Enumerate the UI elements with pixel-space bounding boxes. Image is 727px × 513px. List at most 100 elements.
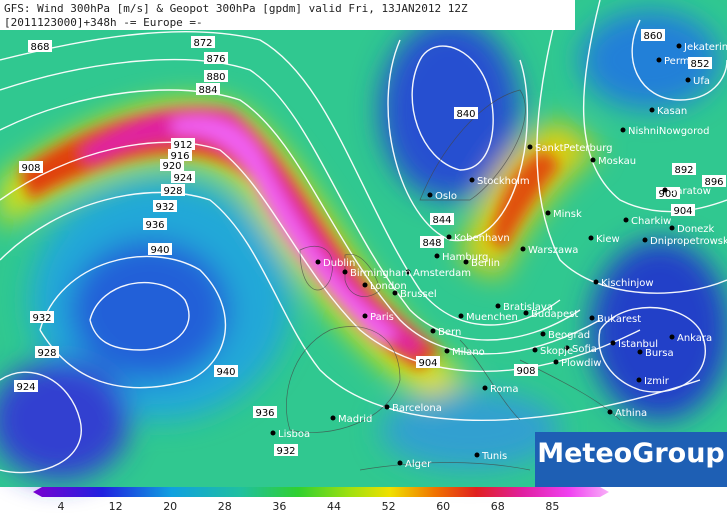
city-dot	[607, 409, 613, 415]
contour-label-box	[672, 163, 696, 175]
colorbar-tick-label: 52	[382, 500, 396, 513]
city-dot	[669, 225, 675, 231]
city-label: Bukarest	[597, 314, 641, 325]
city-label: Lisboa	[278, 429, 310, 440]
city-dot	[362, 313, 368, 319]
city-dot	[590, 157, 596, 163]
contour-label: 940	[150, 245, 169, 256]
city-dot	[384, 404, 390, 410]
city-label: NishniNowgorod	[628, 126, 710, 137]
logo: MeteoGroup	[535, 432, 727, 487]
city-label: Ufa	[693, 76, 710, 87]
header-run: [2011123000]+348h -= Europe =-	[4, 16, 203, 29]
city-label: Plowdiw	[561, 358, 601, 369]
city-label: Kischinjow	[601, 278, 654, 289]
city-label: Oslo	[435, 191, 457, 202]
contour-label: 900	[658, 189, 677, 200]
city-dot	[623, 217, 629, 223]
colorbar-tick-label: 20	[163, 500, 177, 513]
contour-label: 908	[516, 366, 535, 377]
contour-label-box	[19, 161, 43, 173]
city-label: Izmir	[644, 376, 670, 387]
header: GFS: Wind 300hPa [m/s] & Geopot 300hPa […	[0, 0, 575, 30]
city-label: Bern	[438, 327, 461, 338]
city-label: Brussel	[400, 289, 437, 300]
contour-label: 924	[16, 382, 35, 393]
city-dot	[564, 345, 570, 351]
city-dot	[636, 377, 642, 383]
contour-label: 932	[155, 202, 174, 213]
cities: Oslo Stockholm SanktPeterburg Moskau Kasan Ni…	[270, 42, 727, 470]
city-label: Dnipropetrowsk	[650, 236, 727, 247]
contour-label-box	[168, 149, 192, 161]
contour-label: 928	[37, 348, 56, 359]
contour-label: 920	[162, 161, 181, 172]
contour-label-box	[430, 213, 454, 225]
city-dot	[676, 43, 682, 49]
contour-label-box	[416, 356, 440, 368]
contour-label: 936	[255, 408, 274, 419]
city-label: Alger	[405, 459, 432, 470]
contour-label: 912	[173, 140, 192, 151]
city-dot	[405, 269, 411, 275]
contour-label: 848	[422, 238, 441, 249]
colorbar: 4 12 20 28 36 44 52 60 68 85	[33, 487, 609, 513]
contour-label-box	[35, 346, 59, 358]
city-label: Ankara	[677, 333, 712, 344]
colorbar-tick-label: 4	[58, 500, 65, 513]
city-dot	[545, 210, 551, 216]
city-dot	[527, 144, 533, 150]
city-label: Amsterdam	[413, 268, 471, 279]
city-dot	[637, 349, 643, 355]
city-dot	[482, 385, 488, 391]
city-label: Jekaterinburg	[683, 42, 727, 53]
contour-label-box	[671, 204, 695, 216]
contour-label: 936	[145, 220, 164, 231]
contour-label: 908	[21, 163, 40, 174]
contour-label-box	[656, 187, 680, 199]
contour-label: 916	[170, 151, 189, 162]
city-label: Madrid	[338, 414, 372, 425]
city-label: Athina	[615, 408, 647, 419]
city-label: Bratislava	[503, 302, 553, 313]
city-dot	[330, 415, 336, 421]
contour-label: 852	[690, 59, 709, 70]
city-label: Budapest	[531, 309, 578, 320]
city-label: Stockholm	[477, 176, 530, 187]
contour-label: 932	[276, 446, 295, 457]
city-dot	[469, 177, 475, 183]
contour-label-box	[204, 70, 228, 82]
city-label: Warszawa	[528, 245, 578, 256]
colorbar-tick-label: 28	[218, 500, 232, 513]
city-label: Charkiw	[631, 216, 671, 227]
contour-label-box	[171, 171, 195, 183]
contour-label-box	[454, 107, 478, 119]
city-label: Berlin	[471, 258, 500, 269]
city-label: Tunis	[481, 451, 507, 462]
city-label: Bursa	[645, 348, 674, 359]
contour-label-box	[28, 40, 52, 52]
contour-label: 896	[704, 177, 723, 188]
logo-text: MeteoGroup	[537, 438, 725, 469]
city-label: Paris	[370, 312, 394, 323]
city-label: Muenchen	[466, 312, 518, 323]
city-dot	[342, 269, 348, 275]
contour-label-box	[191, 36, 215, 48]
contour-label-box	[420, 236, 444, 248]
city-label: Kobenhavn	[454, 233, 510, 244]
contour-label: 880	[206, 72, 225, 83]
city-dot	[669, 334, 675, 340]
city-dot	[662, 187, 668, 193]
city-dot	[430, 328, 436, 334]
city-dot	[540, 331, 546, 337]
header-title: GFS: Wind 300hPa [m/s] & Geopot 300hPa […	[4, 2, 468, 15]
city-label: Roma	[490, 384, 519, 395]
city-dot	[642, 237, 648, 243]
contour-label-box	[514, 364, 538, 376]
contour-label: 844	[432, 215, 451, 226]
contour-label: 928	[163, 186, 182, 197]
city-dot	[553, 359, 559, 365]
city-label: London	[370, 281, 407, 292]
city-dot	[620, 127, 626, 133]
